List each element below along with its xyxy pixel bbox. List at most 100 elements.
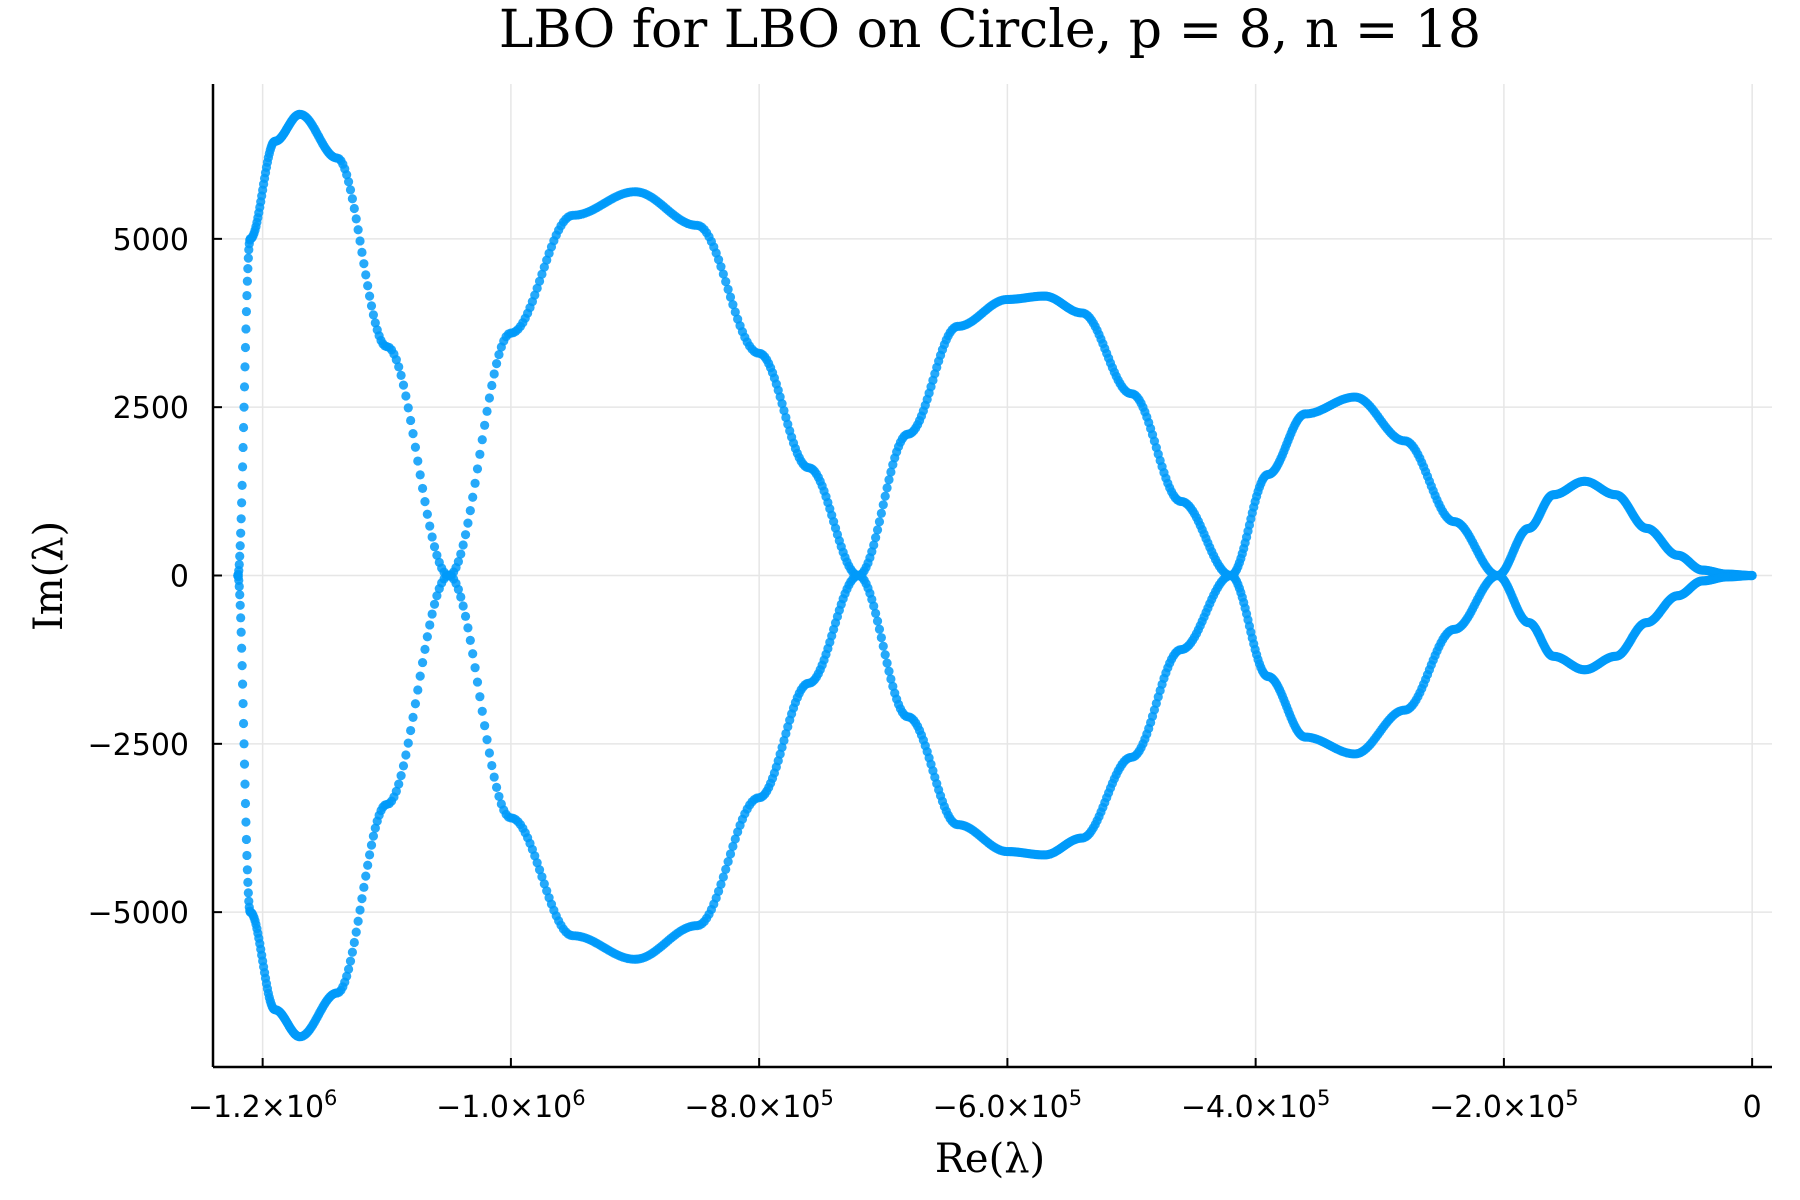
data-point	[349, 203, 359, 214]
data-point	[368, 831, 379, 841]
x-axis-title: Re(λ)	[935, 1136, 1045, 1182]
data-point	[403, 738, 413, 748]
data-point	[730, 307, 740, 317]
x-tick-mantissa: −1.2×10	[188, 1090, 324, 1125]
data-point	[240, 779, 250, 789]
data-point	[876, 633, 886, 643]
data-point	[406, 725, 416, 736]
data-point	[239, 739, 249, 749]
data-point	[345, 185, 356, 195]
data-point	[777, 742, 787, 752]
data-point	[725, 292, 736, 302]
x-tick-exponent: 5	[1565, 1086, 1578, 1110]
data-point	[484, 748, 495, 758]
data-point	[537, 269, 547, 279]
data-point	[240, 798, 251, 809]
data-point	[342, 170, 352, 180]
data-point	[410, 699, 421, 709]
x-tick-label: 0	[1743, 1090, 1762, 1125]
x-tick-label: −2.0×105	[1429, 1086, 1579, 1125]
data-point	[718, 872, 728, 882]
data-point	[882, 483, 892, 493]
data-point	[368, 310, 379, 320]
y-axis-title: Im(λ)	[26, 521, 72, 631]
data-point	[413, 685, 423, 695]
data-point	[351, 214, 361, 224]
data-point	[882, 658, 892, 668]
x-tick-label: −1.2×106	[188, 1086, 338, 1125]
data-point	[243, 264, 253, 274]
x-tick-exponent: 5	[1317, 1086, 1330, 1110]
y-tick-label: 5000	[113, 223, 189, 258]
data-point	[429, 599, 440, 609]
data-point	[238, 442, 248, 453]
data-point	[238, 462, 248, 472]
data-point	[415, 671, 425, 681]
data-point	[364, 850, 375, 860]
data-point	[425, 521, 435, 531]
data-point	[876, 508, 886, 518]
x-tick-exponent: 5	[821, 1086, 834, 1110]
data-point	[236, 528, 246, 538]
data-point	[413, 456, 423, 466]
data-point	[880, 650, 890, 660]
data-point	[465, 635, 475, 645]
x-tick-mantissa: −6.0×10	[933, 1090, 1069, 1125]
data-point	[453, 557, 463, 567]
data-point	[475, 692, 485, 702]
data-point	[871, 533, 881, 543]
data-point	[238, 718, 249, 729]
data-point	[361, 871, 371, 881]
data-point	[886, 467, 896, 477]
data-point	[396, 370, 406, 380]
data-point	[234, 581, 244, 592]
data-point	[237, 480, 247, 490]
x-tick-label: −1.0×106	[436, 1086, 586, 1125]
data-point	[396, 771, 406, 781]
data-point	[241, 834, 252, 845]
tick-labels: −1.2×106 −1.0×106 −8.0×105 −6.0×105 −4.0×105…	[88, 223, 1762, 1125]
data-point	[359, 259, 369, 269]
data-point	[482, 406, 492, 416]
data-point	[401, 750, 411, 760]
data-point	[359, 882, 369, 892]
data-point	[422, 509, 432, 519]
data-point	[241, 306, 252, 317]
data-point	[366, 840, 377, 850]
data-point	[401, 391, 411, 401]
data-point	[713, 886, 724, 896]
data-point	[345, 956, 356, 966]
data-point	[482, 735, 492, 745]
data-point	[463, 518, 473, 528]
data-point	[234, 559, 244, 570]
data-point	[242, 290, 252, 301]
data-point	[874, 517, 885, 527]
data-point	[723, 857, 733, 867]
data-point	[723, 284, 733, 294]
data-point	[415, 470, 425, 480]
data-point	[779, 735, 789, 746]
data-point	[880, 491, 890, 501]
data-point	[779, 405, 789, 416]
data-point	[470, 478, 480, 488]
data-point	[477, 706, 487, 716]
data-point	[886, 674, 896, 684]
data-point	[406, 415, 416, 426]
y-tick-label: −5000	[88, 896, 189, 931]
data-point	[420, 497, 430, 507]
data-point	[349, 937, 359, 948]
data-point	[468, 649, 478, 659]
x-tick-mantissa: −4.0×10	[1181, 1090, 1317, 1125]
data-point	[477, 435, 487, 445]
data-point	[394, 779, 404, 789]
data-point	[355, 905, 365, 915]
data-point	[480, 721, 490, 731]
y-tick-label: −2500	[88, 728, 189, 763]
data-point	[391, 355, 401, 365]
data-point	[539, 879, 549, 889]
data-point	[403, 403, 413, 413]
data-point	[456, 549, 466, 559]
data-point	[539, 262, 549, 272]
x-tick-mantissa: −1.0×10	[436, 1090, 572, 1125]
